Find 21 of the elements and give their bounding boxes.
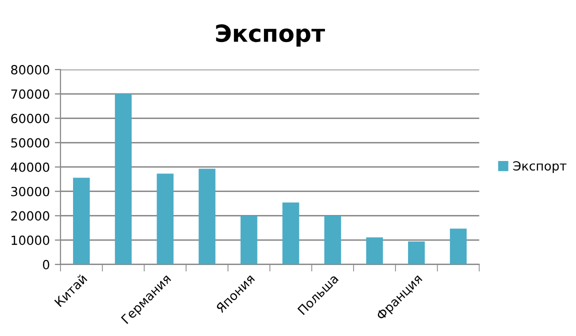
y-tick-label: 60000 bbox=[11, 114, 50, 124]
bar bbox=[408, 242, 425, 264]
chart-title: Экспорт bbox=[216, 24, 325, 47]
y-tick-label: 10000 bbox=[12, 236, 50, 245]
bar bbox=[282, 202, 300, 264]
y-tick-label: 30000 bbox=[11, 186, 50, 196]
bar bbox=[73, 178, 90, 264]
bar bbox=[114, 94, 132, 264]
legend-label: Экспорт bbox=[513, 161, 566, 174]
bar bbox=[366, 237, 383, 264]
y-tick-label: 70000 bbox=[11, 89, 50, 99]
bar bbox=[156, 174, 174, 264]
bar bbox=[240, 216, 258, 264]
y-tick-label: 80000 bbox=[11, 65, 50, 74]
bar bbox=[198, 168, 216, 264]
bar bbox=[450, 228, 467, 264]
y-tick-label: 0 bbox=[42, 260, 50, 270]
bar bbox=[324, 216, 342, 264]
y-tick-label: 40000 bbox=[10, 162, 50, 172]
y-tick-label: 50000 bbox=[11, 138, 50, 148]
y-tick-label: 20000 bbox=[11, 211, 50, 221]
